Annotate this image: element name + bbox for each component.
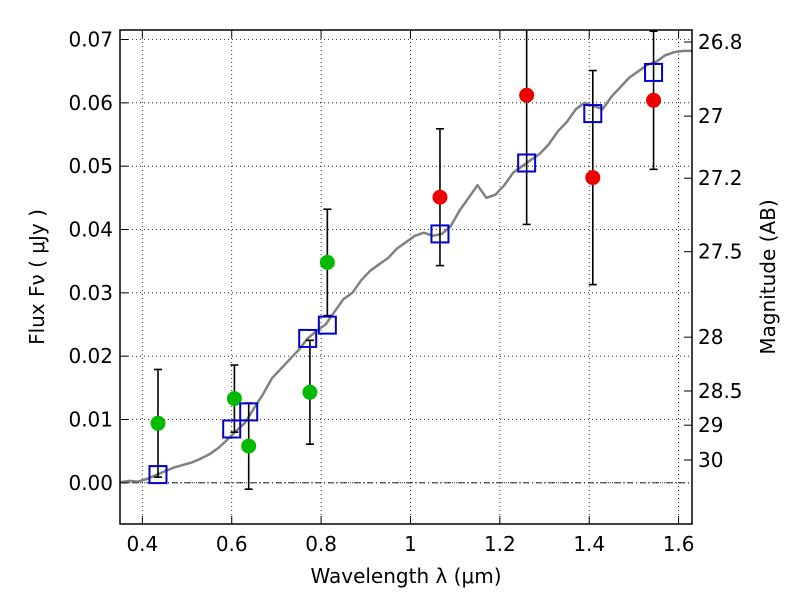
model-square-point	[298, 328, 318, 348]
model-square-point	[583, 104, 603, 124]
y-tick-label: 0.04	[68, 218, 113, 242]
right-tick-label: 26.8	[698, 30, 743, 54]
red-data-point	[646, 92, 662, 108]
model-square-point	[430, 224, 450, 244]
right-tick-label: 27	[698, 104, 723, 128]
model-square-point	[644, 62, 664, 82]
grid-layer	[120, 30, 692, 524]
right-tick-label: 27.5	[698, 240, 743, 264]
y-tick-label: 0.03	[68, 281, 113, 305]
x-tick-label: 0.6	[216, 532, 248, 556]
y-tick-label: 0.05	[68, 154, 113, 178]
right-tick-label: 29	[698, 413, 723, 437]
sed-line-path	[119, 49, 692, 484]
y-tick-label: 0.06	[68, 91, 113, 115]
right-tick-label: 28	[698, 325, 723, 349]
y-tick-label: 0.07	[68, 28, 113, 52]
green-data-point	[226, 391, 242, 407]
axis-ticks: 0.4 0.6 0.8 1 1.2 1.4 1.6 0.00 0.01 0.02 0.03 0.04 0…	[68, 28, 742, 557]
x-tick-label: 0.4	[126, 532, 158, 556]
right-tick-label: 27.2	[698, 166, 743, 190]
model-square-point	[239, 402, 259, 422]
red-data-point	[432, 189, 448, 205]
green-data-point	[319, 254, 335, 270]
green-data-point	[150, 415, 166, 431]
y-axis-label: Flux Fν ( μJy )	[25, 209, 49, 345]
x-tick-label: 1	[404, 532, 417, 556]
x-tick-label: 1.2	[484, 532, 516, 556]
model-square-point	[148, 465, 168, 485]
red-data-point	[585, 170, 601, 186]
y-tick-label: 0.02	[68, 344, 113, 368]
plot-frame	[119, 29, 693, 525]
x-tick-label: 0.8	[305, 532, 337, 556]
x-tick-label: 1.4	[573, 532, 605, 556]
right-tick-label: 30	[698, 448, 723, 472]
right-tick-label: 28.5	[698, 379, 743, 403]
right-axis-label: Magnitude (AB)	[756, 199, 780, 354]
model-square-point	[517, 153, 537, 173]
x-axis-label: Wavelength λ (μm)	[310, 564, 501, 588]
y-tick-label: 0.00	[68, 471, 113, 495]
sed-spectrum-line	[119, 49, 692, 484]
model-square-point	[222, 419, 242, 439]
data-markers	[148, 62, 664, 485]
model-square-point	[317, 315, 337, 335]
y-tick-label: 0.01	[68, 408, 113, 432]
green-data-point	[241, 438, 257, 454]
x-tick-label: 1.6	[663, 532, 695, 556]
green-data-point	[302, 384, 318, 400]
red-data-point	[519, 87, 535, 103]
